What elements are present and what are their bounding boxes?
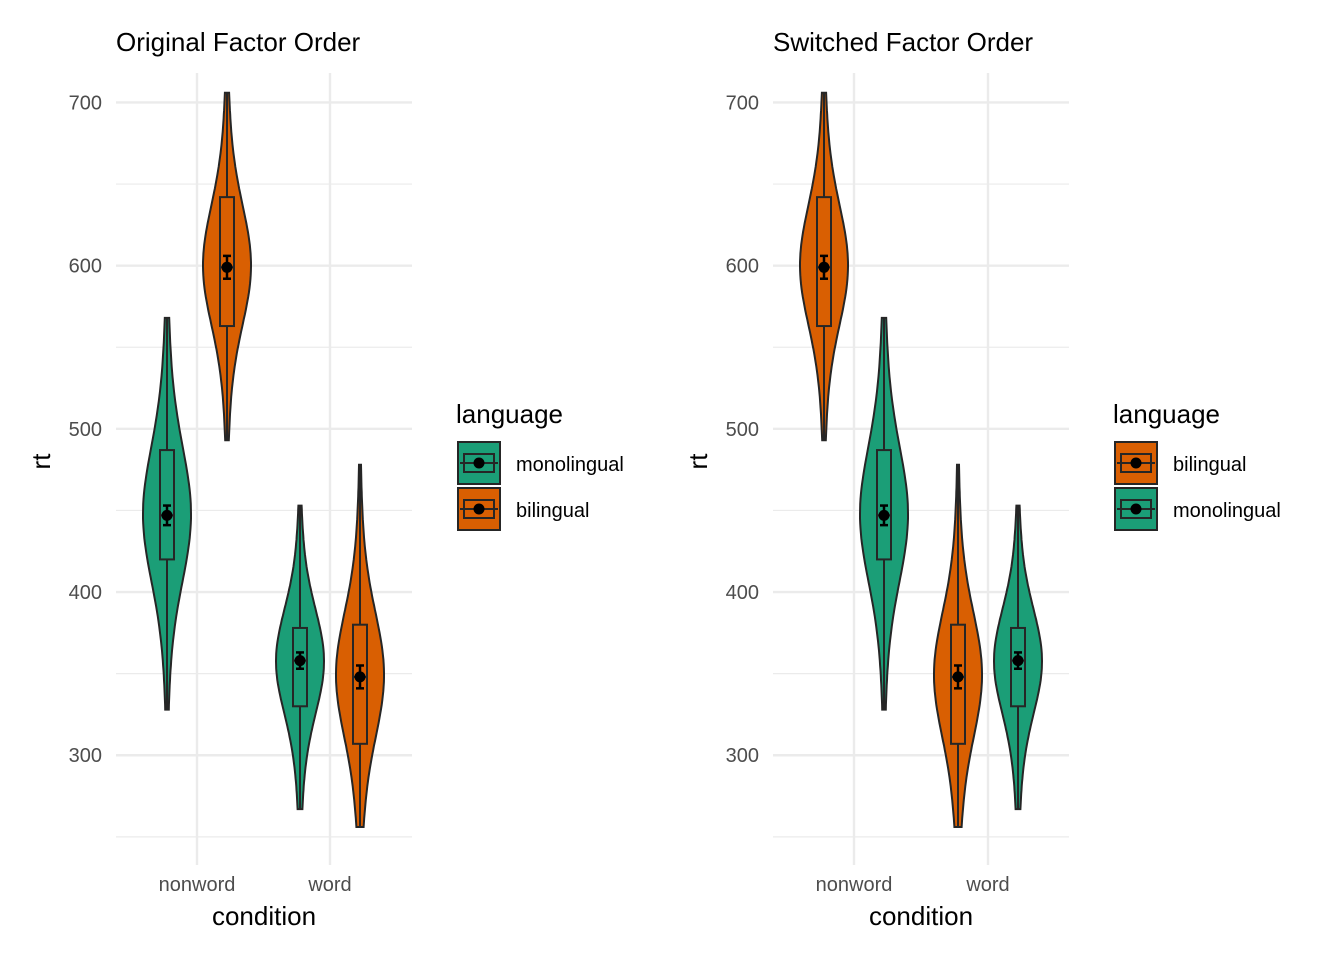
legend: language monolingual bilingual <box>456 399 624 531</box>
legend-key-point <box>473 457 485 469</box>
y-tick-label: 300 <box>69 745 102 767</box>
panel-1: 300 400 500 600 700 nonword word Original Facto… <box>26 27 624 931</box>
mean-point <box>221 261 233 273</box>
y-tick-label: 600 <box>726 256 759 278</box>
mean-point <box>161 509 173 521</box>
mean-point <box>1012 655 1024 667</box>
violin-word-bilingual <box>933 463 983 828</box>
mean-point <box>294 655 306 667</box>
y-tick-label: 700 <box>726 92 759 114</box>
legend-entry: bilingual <box>457 487 589 531</box>
legend-label: monolingual <box>1173 500 1281 522</box>
violin-nonword-bilingual <box>202 91 252 442</box>
legend-label: bilingual <box>516 500 589 522</box>
x-tick-label: word <box>307 874 351 896</box>
legend-entry: monolingual <box>1114 487 1281 531</box>
y-tick-label: 600 <box>69 256 102 278</box>
violin-nonword-bilingual <box>799 91 849 442</box>
violin-word-monolingual <box>992 504 1044 811</box>
y-tick-label: 500 <box>726 419 759 441</box>
x-tick-label: nonword <box>159 874 236 896</box>
legend-title: language <box>456 399 563 429</box>
y-axis-title: rt <box>26 453 56 470</box>
panel-2: 300 400 500 600 700 nonword word Switched Facto… <box>683 27 1281 931</box>
chart-title: Switched Factor Order <box>773 27 1033 57</box>
legend-title: language <box>1113 399 1220 429</box>
legend-key-point <box>1130 457 1142 469</box>
violin-nonword-monolingual <box>142 316 192 711</box>
legend-entry: bilingual <box>1114 441 1246 485</box>
y-tick-label: 700 <box>69 92 102 114</box>
mean-point <box>952 671 964 683</box>
mean-point <box>878 509 890 521</box>
legend-label: monolingual <box>516 454 624 476</box>
y-axis-title: rt <box>683 453 713 470</box>
legend: language bilingual monolingual <box>1113 399 1281 531</box>
x-tick-label: nonword <box>816 874 893 896</box>
legend-key-point <box>473 503 485 515</box>
x-axis-title: condition <box>869 901 973 931</box>
violin-nonword-monolingual <box>859 316 909 711</box>
y-tick-label: 400 <box>726 582 759 604</box>
y-tick-label: 500 <box>69 419 102 441</box>
mean-point <box>354 671 366 683</box>
violin-word-bilingual <box>335 463 385 828</box>
legend-entry: monolingual <box>457 441 624 485</box>
legend-key-point <box>1130 503 1142 515</box>
x-axis-title: condition <box>212 901 316 931</box>
x-tick-label: word <box>965 874 1009 896</box>
y-tick-label: 400 <box>69 582 102 604</box>
violin-word-monolingual <box>274 504 326 811</box>
y-tick-label: 300 <box>726 745 759 767</box>
legend-label: bilingual <box>1173 454 1246 476</box>
mean-point <box>818 261 830 273</box>
chart-title: Original Factor Order <box>116 27 361 57</box>
